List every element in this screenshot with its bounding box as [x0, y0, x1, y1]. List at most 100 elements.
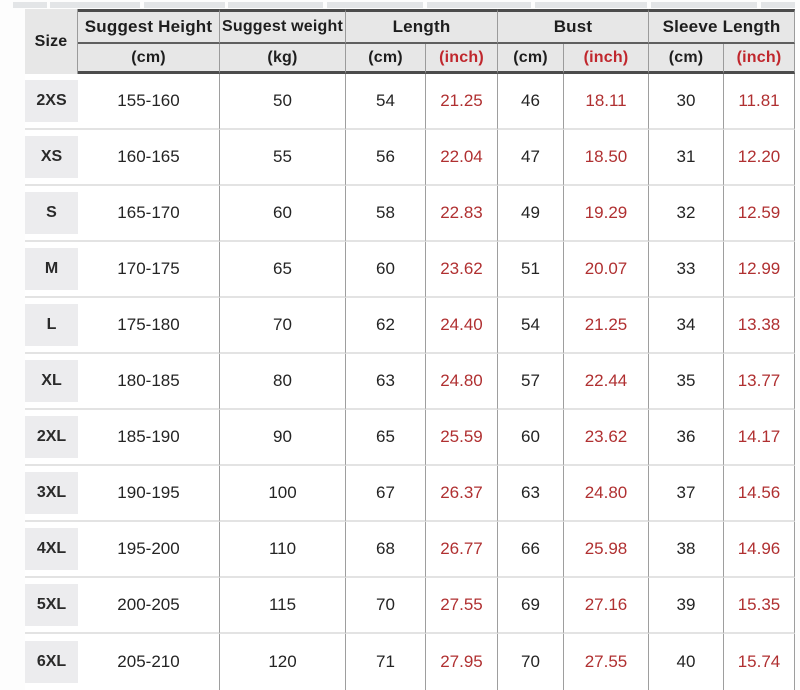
strip-segment	[144, 2, 225, 8]
data-cell: 60	[497, 410, 563, 466]
unit-sleeve-inch: (inch)	[723, 44, 795, 74]
data-cell: 205-210	[78, 634, 219, 690]
data-cell: 26.77	[425, 522, 497, 578]
header-suggest-weight: Suggest weight	[219, 9, 345, 44]
data-cell: 67	[345, 466, 425, 522]
strip-segment	[427, 2, 531, 8]
strip-segment	[228, 2, 323, 8]
data-cell: 21.25	[563, 298, 648, 354]
data-cell: 27.16	[563, 578, 648, 634]
size-chip: 2XS	[25, 80, 78, 122]
data-cell: 37	[648, 466, 723, 522]
data-cell: 38	[648, 522, 723, 578]
unit-bust-cm: (cm)	[497, 44, 563, 74]
data-cell: 30	[648, 74, 723, 130]
data-cell: 27.55	[425, 578, 497, 634]
data-cell: 46	[497, 74, 563, 130]
strip-segment	[50, 2, 140, 8]
size-cell: 6XL	[25, 634, 78, 690]
strip-segment	[761, 2, 795, 8]
data-cell: 60	[345, 242, 425, 298]
data-cell: 195-200	[78, 522, 219, 578]
data-cell: 22.83	[425, 186, 497, 242]
size-chip: XL	[25, 360, 78, 402]
data-cell: 120	[219, 634, 345, 690]
data-cell: 13.77	[723, 354, 795, 410]
size-cell: XS	[25, 130, 78, 186]
data-cell: 57	[497, 354, 563, 410]
table-body: 2XS 155-160 50 54 21.25 46 18.11 30 11.8…	[25, 74, 795, 690]
data-cell: 70	[497, 634, 563, 690]
size-cell: M	[25, 242, 78, 298]
data-cell: 23.62	[425, 242, 497, 298]
header-size: Size	[25, 9, 78, 74]
data-cell: 71	[345, 634, 425, 690]
data-cell: 15.35	[723, 578, 795, 634]
data-cell: 115	[219, 578, 345, 634]
data-cell: 170-175	[78, 242, 219, 298]
size-cell: L	[25, 298, 78, 354]
data-cell: 12.99	[723, 242, 795, 298]
size-chip: 6XL	[25, 641, 78, 683]
size-chip: 5XL	[25, 584, 78, 626]
data-cell: 185-190	[78, 410, 219, 466]
data-cell: 12.20	[723, 130, 795, 186]
data-cell: 25.98	[563, 522, 648, 578]
size-cell: 3XL	[25, 466, 78, 522]
size-chip: 2XL	[25, 416, 78, 458]
data-cell: 15.74	[723, 634, 795, 690]
data-cell: 66	[497, 522, 563, 578]
size-chip: 4XL	[25, 528, 78, 570]
data-cell: 47	[497, 130, 563, 186]
data-cell: 62	[345, 298, 425, 354]
data-cell: 21.25	[425, 74, 497, 130]
data-cell: 65	[345, 410, 425, 466]
data-cell: 50	[219, 74, 345, 130]
size-chip: M	[25, 248, 78, 290]
data-cell: 69	[497, 578, 563, 634]
data-cell: 31	[648, 130, 723, 186]
data-cell: 34	[648, 298, 723, 354]
size-chip: XS	[25, 136, 78, 178]
header-bust: Bust	[497, 9, 648, 44]
cropped-row-artifact	[0, 2, 800, 8]
data-cell: 65	[219, 242, 345, 298]
size-chip: S	[25, 192, 78, 234]
data-cell: 68	[345, 522, 425, 578]
data-cell: 24.40	[425, 298, 497, 354]
data-cell: 165-170	[78, 186, 219, 242]
data-cell: 100	[219, 466, 345, 522]
size-cell: 2XL	[25, 410, 78, 466]
header-sleeve-length: Sleeve Length	[648, 9, 795, 44]
unit-length-cm: (cm)	[345, 44, 425, 74]
data-cell: 18.50	[563, 130, 648, 186]
data-cell: 35	[648, 354, 723, 410]
data-cell: 22.44	[563, 354, 648, 410]
data-cell: 63	[497, 466, 563, 522]
data-cell: 54	[497, 298, 563, 354]
data-cell: 200-205	[78, 578, 219, 634]
size-cell: S	[25, 186, 78, 242]
header-suggest-height: Suggest Height	[78, 9, 219, 44]
data-cell: 60	[219, 186, 345, 242]
data-cell: 51	[497, 242, 563, 298]
data-cell: 24.80	[563, 466, 648, 522]
data-cell: 175-180	[78, 298, 219, 354]
size-chart-table: Size Suggest Height Suggest weight Lengt…	[25, 9, 795, 690]
data-cell: 155-160	[78, 74, 219, 130]
data-cell: 12.59	[723, 186, 795, 242]
size-cell: 5XL	[25, 578, 78, 634]
data-cell: 54	[345, 74, 425, 130]
data-cell: 40	[648, 634, 723, 690]
data-cell: 14.17	[723, 410, 795, 466]
data-cell: 33	[648, 242, 723, 298]
data-cell: 56	[345, 130, 425, 186]
unit-sleeve-cm: (cm)	[648, 44, 723, 74]
data-cell: 39	[648, 578, 723, 634]
data-cell: 110	[219, 522, 345, 578]
data-cell: 19.29	[563, 186, 648, 242]
data-cell: 49	[497, 186, 563, 242]
data-cell: 160-165	[78, 130, 219, 186]
size-chip: 3XL	[25, 472, 78, 514]
